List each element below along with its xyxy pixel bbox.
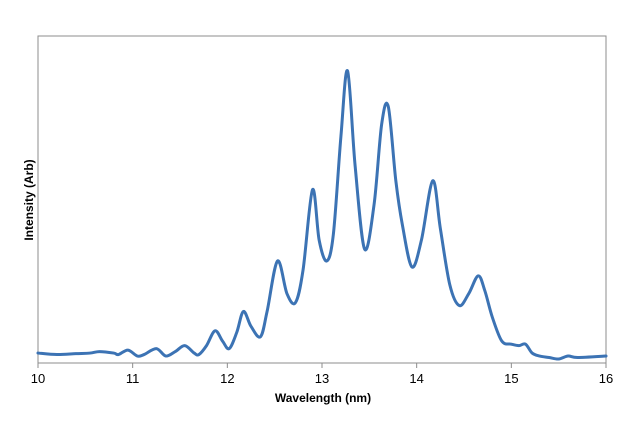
x-tick-label: 10	[31, 371, 45, 386]
x-tick-label: 13	[315, 371, 329, 386]
x-axis-title: Wavelength (nm)	[275, 391, 371, 405]
x-tick-label: 16	[599, 371, 613, 386]
x-tick-label: 14	[409, 371, 423, 386]
x-tick-label: 12	[220, 371, 234, 386]
plot-area-border	[37, 35, 607, 364]
x-tick-label: 15	[504, 371, 518, 386]
y-axis-title: Intensity (Arb)	[22, 159, 36, 240]
x-tick-label: 11	[126, 371, 140, 386]
series-line-0	[36, 69, 608, 361]
